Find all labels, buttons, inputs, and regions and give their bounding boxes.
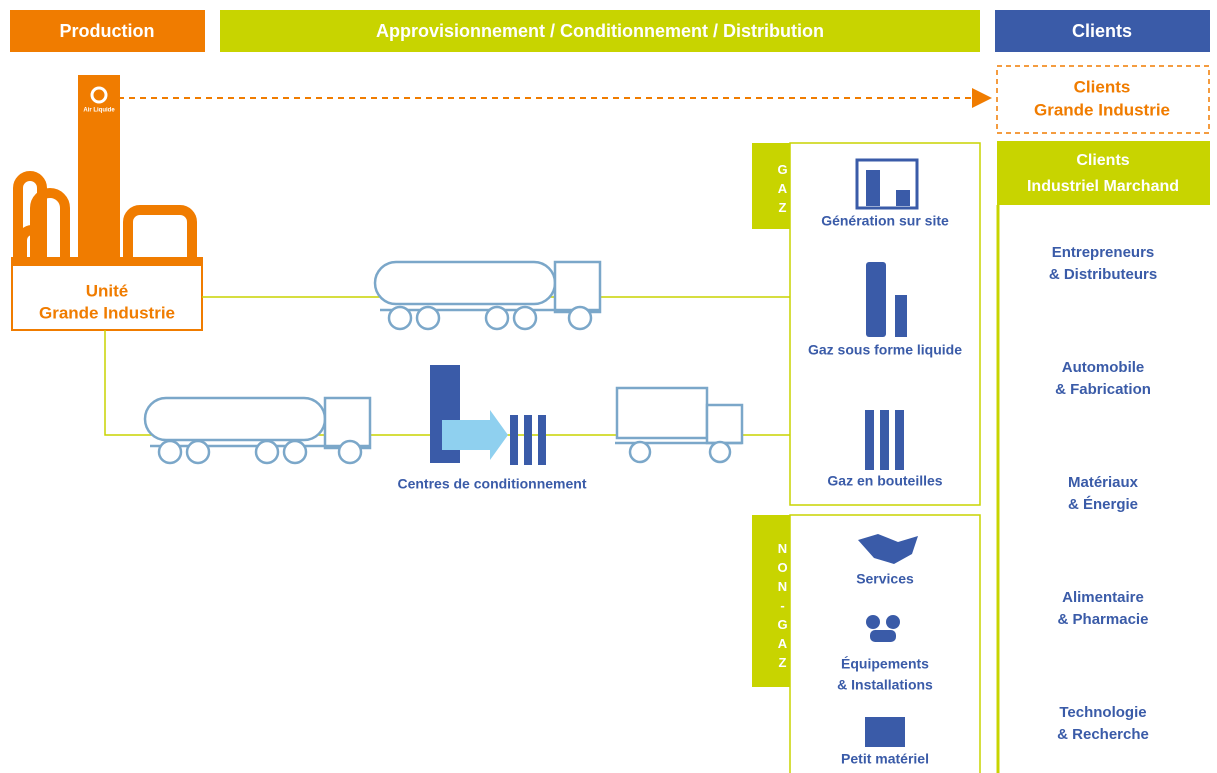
segment-label: Entrepreneurs: [1052, 244, 1155, 261]
gas-tab: [752, 143, 790, 229]
icon: [855, 158, 919, 747]
non-gas-label: NON-GAZ: [775, 540, 790, 674]
logo: [90, 86, 108, 104]
logo-text: Air Liquide: [83, 108, 115, 114]
item-label: Génération sur site: [821, 213, 949, 229]
tanker-truck: [143, 396, 372, 465]
client-box: [997, 141, 1210, 205]
segment-label: Automobile: [1062, 359, 1145, 376]
cylinder-truck: [615, 386, 744, 464]
item-label: Petit matériel: [841, 751, 929, 767]
unit-box: [11, 257, 203, 331]
segment-label: Technologie: [1059, 704, 1146, 721]
item-label: Services: [856, 571, 914, 587]
tanker-truck: [373, 260, 602, 331]
client-label: Clients: [1076, 152, 1129, 169]
header-bg: [995, 10, 1210, 52]
segment-label: & Pharmacie: [1058, 611, 1149, 628]
segment-label: & Fabrication: [1055, 381, 1151, 398]
segment-label: & Distributeurs: [1049, 266, 1157, 283]
header: Approvisionnement / Conditionnement / Di…: [376, 21, 824, 41]
client-label: Industriel Marchand: [1027, 178, 1179, 195]
label: Centres de conditionnement: [397, 476, 586, 492]
non-gas-tab: [752, 515, 790, 687]
item-label: Gaz sous forme liquide: [808, 342, 962, 358]
gas-label: GAZ: [775, 161, 790, 219]
tower: [78, 75, 120, 265]
unit-label: Unité: [86, 281, 129, 300]
unit-label: Grande Industrie: [39, 303, 175, 322]
item-label: Gaz en bouteilles: [827, 473, 942, 489]
tanks: [13, 171, 197, 258]
header: Clients: [1072, 21, 1132, 41]
item-label: & Installations: [837, 677, 933, 693]
segment-label: & Énergie: [1068, 496, 1138, 513]
arrow-icon: [442, 410, 508, 460]
cylinders-icon: [510, 415, 546, 465]
header-bg: [220, 10, 980, 52]
client-label: Clients: [1074, 77, 1131, 96]
flow-line: [104, 330, 861, 443]
segment-label: & Recherche: [1057, 726, 1149, 743]
client-box: [996, 65, 1210, 134]
item-label: Équipements: [841, 656, 929, 672]
header: Production: [60, 21, 155, 41]
header-bg: [10, 10, 205, 52]
segment-label: Alimentaire: [1062, 589, 1144, 606]
client-label: Grande Industrie: [1034, 100, 1170, 119]
segment-label: Matériaux: [1068, 474, 1139, 491]
unit-bar: [12, 258, 202, 266]
